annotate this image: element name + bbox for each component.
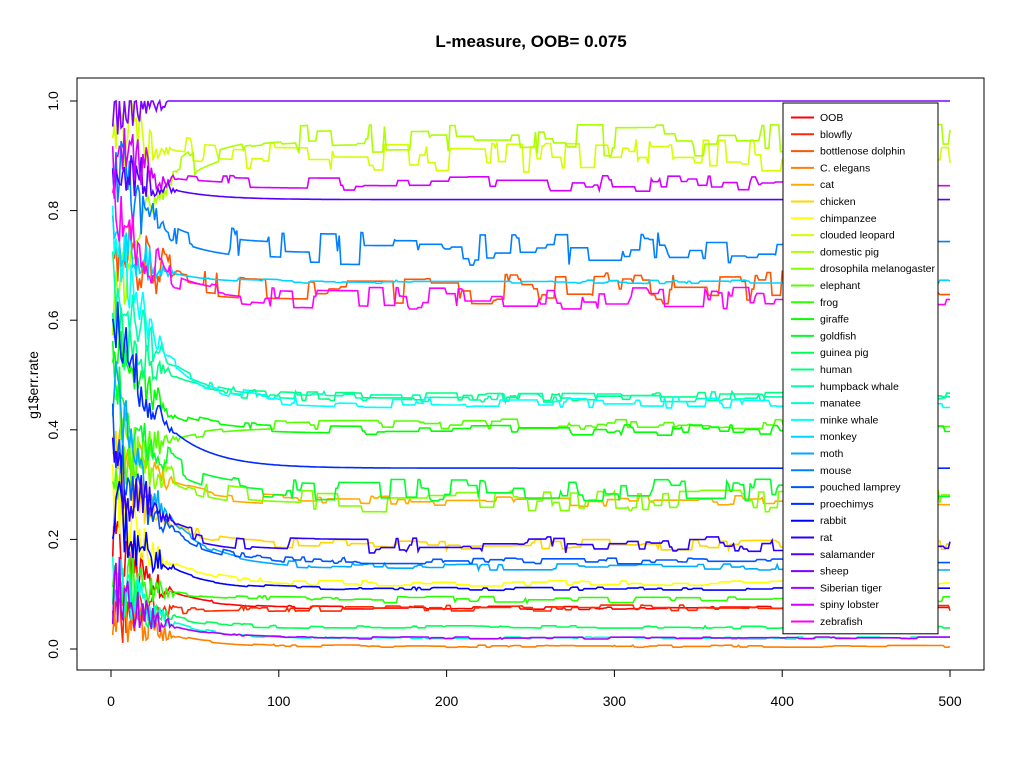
y-tick-label: 0.6 bbox=[45, 310, 61, 330]
chart-title: L-measure, OOB= 0.075 bbox=[435, 32, 626, 51]
y-tick-label: 0.2 bbox=[45, 529, 61, 549]
legend-entry: giraffe bbox=[820, 314, 849, 326]
legend-entry: mouse bbox=[820, 465, 852, 477]
legend-entry: domestic pig bbox=[820, 246, 879, 258]
y-tick-label: 0.8 bbox=[45, 201, 61, 221]
legend-entry: chicken bbox=[820, 196, 856, 208]
legend-entry: drosophila melanogaster bbox=[820, 263, 935, 275]
legend-entry: sheep bbox=[820, 566, 849, 578]
x-tick-label: 500 bbox=[938, 693, 962, 709]
legend-entry: cat bbox=[820, 179, 834, 191]
legend-entry: elephant bbox=[820, 280, 860, 292]
legend-entry: Siberian tiger bbox=[820, 582, 882, 594]
y-tick-label: 0.0 bbox=[45, 639, 61, 659]
legend-entry: clouded leopard bbox=[820, 230, 895, 242]
axes-layer: 0 100 200 300 400 500 0.0 0.2 0.4 0.6 0.8 1.0 bbox=[45, 91, 962, 709]
legend-entry: frog bbox=[820, 297, 838, 309]
legend-entry: goldfish bbox=[820, 330, 856, 342]
x-tick-label: 0 bbox=[107, 693, 115, 709]
legend-entry: chimpanzee bbox=[820, 213, 877, 225]
legend-entry: proechimys bbox=[820, 498, 874, 510]
legend-entry: manatee bbox=[820, 398, 861, 410]
legend-entry: human bbox=[820, 364, 852, 376]
y-tick-label: 0.4 bbox=[45, 420, 61, 440]
x-tick-label: 200 bbox=[435, 693, 459, 709]
y-tick-label: 1.0 bbox=[45, 91, 61, 111]
x-tick-label: 400 bbox=[771, 693, 795, 709]
legend-entry: pouched lamprey bbox=[820, 482, 901, 494]
legend-entry: blowfly bbox=[820, 129, 853, 141]
legend-entry: moth bbox=[820, 448, 844, 460]
legend-box bbox=[782, 102, 939, 635]
legend-entry: minke whale bbox=[820, 414, 879, 426]
legend-entry: rat bbox=[820, 532, 832, 544]
legend-entry: zebrafish bbox=[820, 616, 863, 628]
legend-entry: bottlenose dolphin bbox=[820, 146, 905, 158]
series-line-3 bbox=[111, 569, 951, 649]
legend: OOB blowfly bottlenose dolphin C. elegans ca… bbox=[782, 102, 939, 635]
x-tick-label: 100 bbox=[267, 693, 291, 709]
legend-entry: OOB bbox=[820, 112, 843, 124]
series-line-27 bbox=[111, 98, 950, 135]
legend-entry: salamander bbox=[820, 549, 875, 561]
legend-entry: C. elegans bbox=[820, 162, 870, 174]
legend-entry: monkey bbox=[820, 431, 858, 443]
series-line-28 bbox=[111, 556, 950, 641]
legend-entry: rabbit bbox=[820, 515, 846, 527]
legend-entry: humpback whale bbox=[820, 381, 899, 393]
legend-entry: guinea pig bbox=[820, 347, 869, 359]
x-tick-label: 300 bbox=[603, 693, 627, 709]
y-axis-label: g1$err.rate bbox=[25, 351, 41, 419]
legend-entry: spiny lobster bbox=[820, 599, 879, 611]
